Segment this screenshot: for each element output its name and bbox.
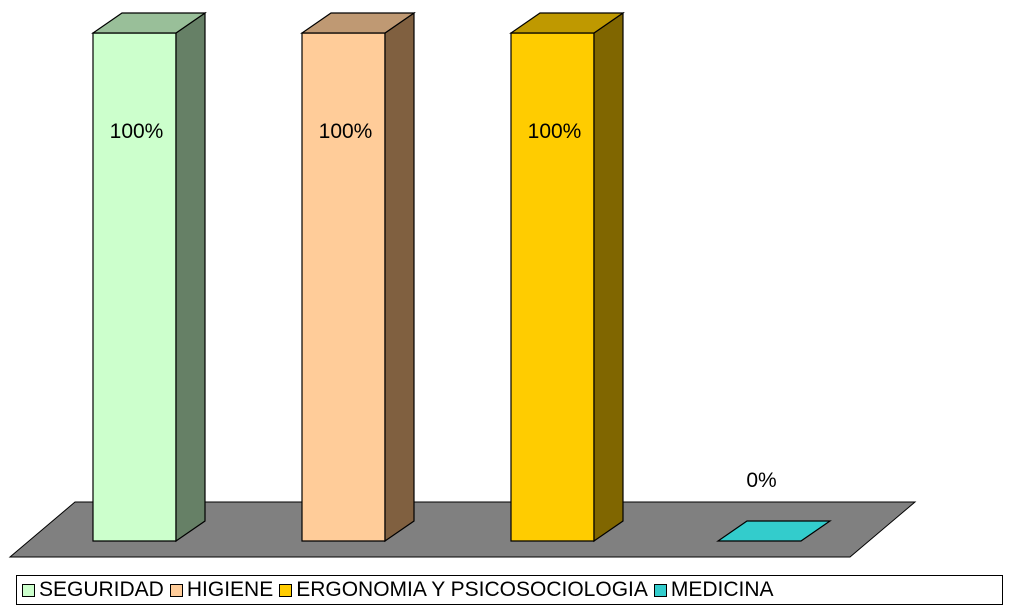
data-label-seguridad: 100% — [110, 120, 164, 143]
bar-front-ergonomia — [510, 32, 595, 542]
bar-side-ergonomia — [593, 11, 624, 543]
bar-top-ergonomia — [509, 12, 625, 34]
data-label-ergonomia: 100% — [528, 120, 582, 143]
legend-swatch-medicina — [653, 583, 667, 597]
bar-side-seguridad — [175, 11, 206, 543]
legend-label-ergonomia: ERGONOMIA Y PSICOSOCIOLOGIA — [296, 578, 648, 601]
legend-swatch-higiene — [169, 583, 183, 597]
legend-swatch-ergonomia — [279, 583, 293, 597]
legend-label-seguridad: SEGURIDAD — [39, 578, 164, 601]
legend-item-ergonomia: ERGONOMIA Y PSICOSOCIOLOGIA — [279, 578, 648, 602]
legend-label-higiene: HIGIENE — [186, 578, 274, 601]
chart-legend: SEGURIDAD HIGIENE ERGONOMIA Y PSICOSOCIO… — [16, 575, 1003, 605]
legend-item-higiene: HIGIENE — [169, 578, 274, 602]
legend-item-seguridad: SEGURIDAD — [22, 578, 164, 602]
bar-flat-medicina — [716, 520, 832, 542]
legend-item-medicina: MEDICINA — [653, 578, 774, 602]
legend-swatch-seguridad — [22, 583, 35, 597]
bar-top-seguridad — [91, 12, 207, 34]
legend-label-medicina: MEDICINA — [670, 578, 774, 601]
data-label-higiene: 100% — [319, 120, 373, 143]
data-label-medicina: 0% — [746, 469, 776, 492]
chart-floor — [8, 501, 917, 558]
bar-top-higiene — [300, 12, 416, 34]
bar-front-seguridad — [92, 32, 177, 542]
bar-side-higiene — [384, 11, 415, 543]
bar-front-higiene — [301, 32, 386, 542]
